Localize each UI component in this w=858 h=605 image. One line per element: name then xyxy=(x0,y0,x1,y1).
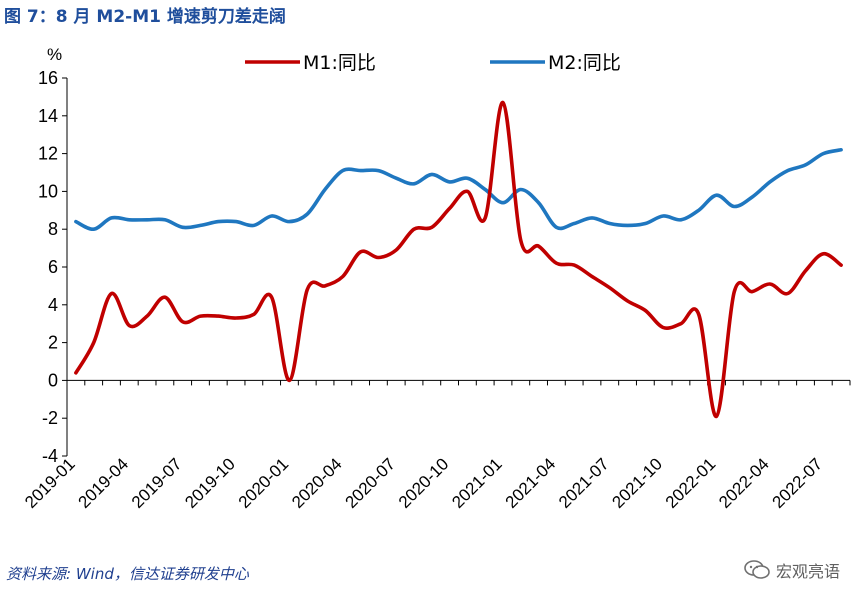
y-tick-label: 0 xyxy=(48,370,58,390)
legend-label-m1: M1:同比 xyxy=(303,52,376,74)
y-unit-label: % xyxy=(47,45,62,64)
y-tick-label: 6 xyxy=(48,257,58,277)
x-tick-label: 2021-10 xyxy=(608,454,666,512)
x-tick-label: 2020-01 xyxy=(235,454,293,512)
y-tick-label: -2 xyxy=(42,408,58,428)
x-tick-label: 2020-10 xyxy=(395,454,453,512)
series-line-m2 xyxy=(74,148,843,232)
y-tick-label: 4 xyxy=(48,295,58,315)
y-tick-label: 10 xyxy=(38,181,58,201)
series-line-m1 xyxy=(74,100,843,419)
y-tick-label: 14 xyxy=(38,106,58,126)
x-tick-label: 2020-07 xyxy=(341,454,399,512)
source-note: 资料来源: Wind，信达证券研发中心 xyxy=(6,565,249,583)
x-tick-label: 2020-04 xyxy=(288,454,346,512)
wechat-logo-icon xyxy=(744,560,770,579)
legend-label-m2: M2:同比 xyxy=(548,52,621,74)
x-tick-label: 2022-07 xyxy=(769,454,827,512)
x-tick-label: 2021-01 xyxy=(448,454,506,512)
x-tick-label: 2019-04 xyxy=(75,454,133,512)
chart-legend: M1:同比 M2:同比 xyxy=(245,52,621,74)
chart-marks xyxy=(74,100,843,419)
x-tick-label: 2019-10 xyxy=(181,454,239,512)
x-tick-label: 2022-04 xyxy=(715,454,773,512)
chart-axes: -4-20246810121416%2019-012019-042019-072… xyxy=(21,45,851,512)
x-tick-label: 2019-07 xyxy=(128,454,186,512)
watermark: 宏观亮语 xyxy=(744,558,840,582)
x-tick-label: 2022-01 xyxy=(662,454,720,512)
y-tick-label: 16 xyxy=(38,68,58,88)
y-tick-label: -4 xyxy=(42,446,58,466)
x-tick-label: 2021-07 xyxy=(555,454,613,512)
x-tick-label: 2021-04 xyxy=(502,454,560,512)
y-tick-label: 2 xyxy=(48,333,58,353)
y-tick-label: 12 xyxy=(38,144,58,164)
figure-title: 图 7：8 月 M2-M1 增速剪刀差走阔 xyxy=(4,7,286,27)
y-tick-label: 8 xyxy=(48,219,58,239)
watermark-text: 宏观亮语 xyxy=(775,562,840,581)
line-chart: -4-20246810121416%2019-012019-042019-072… xyxy=(21,45,851,512)
